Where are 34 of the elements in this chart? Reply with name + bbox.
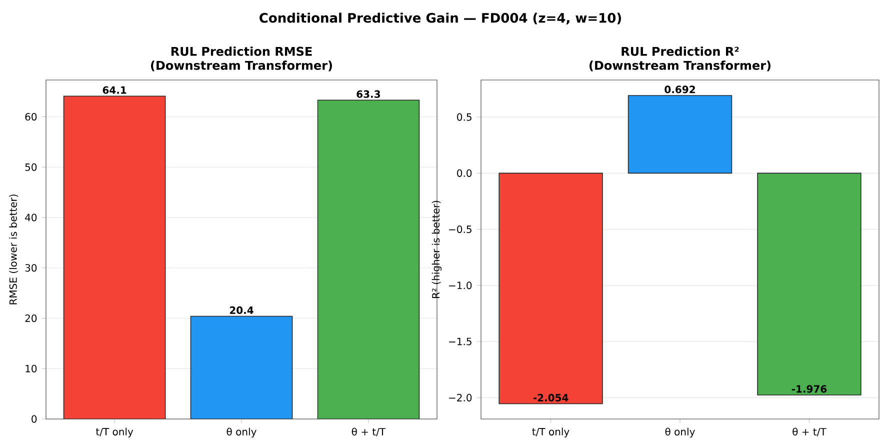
chart-title: RUL Prediction R² (622, 46, 739, 56)
bar (317, 100, 420, 419)
x-tick-label: t/T only (532, 428, 570, 438)
y-tick-label: 40 (25, 214, 37, 222)
data-label: 64.1 (102, 86, 126, 94)
bar (63, 96, 166, 419)
x-tick-label: θ only (226, 428, 256, 438)
y-tick-label: −2.0 (449, 394, 472, 402)
y-tick-label: 0.0 (457, 169, 472, 177)
y-axis-title: R² (higher is better) (432, 200, 442, 298)
y-axis-title: RMSE (lower is better) (9, 194, 18, 304)
y-tick-label: 0 (32, 415, 37, 423)
chart-subtitle: (Downstream Transformer) (151, 60, 332, 72)
data-label: -2.054 (533, 394, 568, 402)
x-tick-label: θ + t/T (792, 428, 826, 436)
y-tick-label: 50 (25, 163, 37, 171)
data-label: 0.692 (664, 86, 695, 94)
chart-title: RUL Prediction RMSE (171, 46, 312, 56)
y-tick-label: 0.5 (457, 113, 472, 121)
chart-subtitle: (Downstream Transformer) (590, 60, 770, 72)
y-tick-label: −1.5 (449, 338, 472, 346)
x-tick-label: θ only (665, 428, 695, 438)
y-tick-label: 10 (26, 364, 37, 372)
y-tick-label: −1.0 (449, 282, 472, 290)
x-tick-label: t/T only (96, 428, 134, 438)
text: Conditional Predictive Gain — FD004 (z=4, w=10) (260, 12, 622, 24)
x-tick-label: θ + t/T (352, 428, 386, 436)
y-tick-label: 60 (25, 112, 37, 121)
data-label: 20.4 (230, 306, 254, 314)
y-tick-label: −0.5 (449, 226, 472, 234)
data-label: 63.3 (356, 90, 380, 98)
y-tick-label: 20 (25, 314, 37, 322)
data-label: -1.976 (792, 385, 827, 393)
y-tick-label: 30 (25, 264, 37, 272)
